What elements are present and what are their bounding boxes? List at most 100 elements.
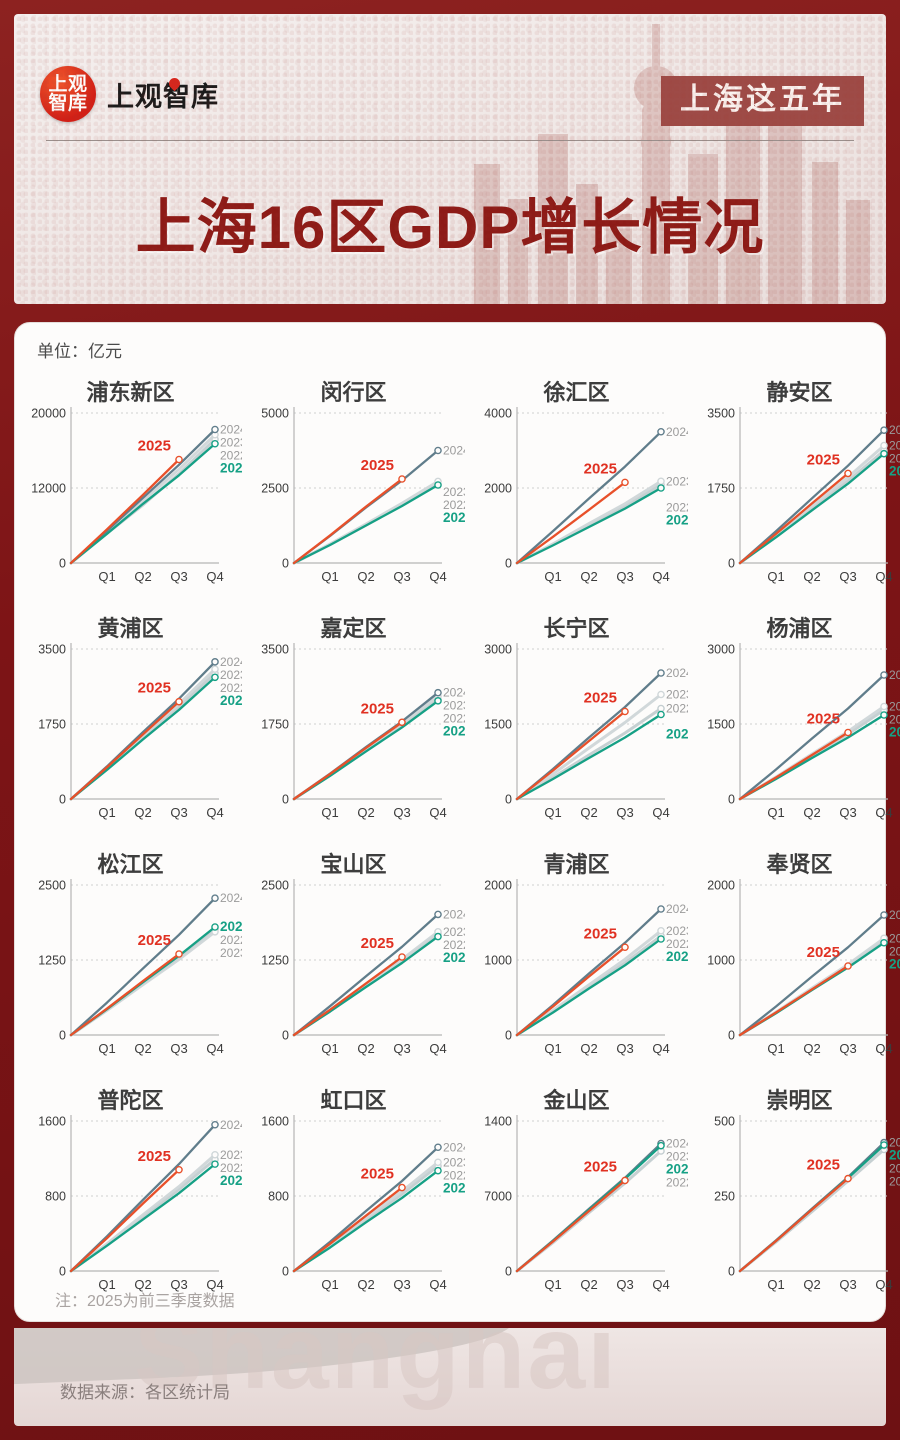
x-axis-tick-label: Q1 [321,1277,338,1292]
x-axis-tick-label: Q3 [839,1277,856,1292]
line-chart: 017503500Q1Q2Q3Q420242023202220212025 [707,407,900,585]
x-axis-tick-label: Q2 [580,1277,597,1292]
x-axis-tick-label: Q4 [875,569,892,584]
x-axis-tick-label: Q2 [134,1041,151,1056]
x-axis-tick-label: Q4 [206,805,223,820]
series-label-2021: 2021 [220,1173,242,1188]
y-axis-tick-label: 3500 [38,643,66,657]
y-axis-tick-label: 7000 [484,1190,512,1204]
series-label-2023: 2023 [220,946,242,960]
x-axis-tick-label: Q2 [803,1277,820,1292]
series-line-2023 [69,1153,217,1273]
series-line-2021 [515,937,663,1037]
series-label-2023: 2023 [666,474,688,488]
series-line-2024 [738,913,886,1037]
chart-cell: 闵行区025005000Q1Q2Q3Q420242025202320222021 [242,367,465,603]
chart-cell: 杨浦区015003000Q1Q2Q3Q420242023202220212025 [688,603,900,839]
series-endpoint-2025 [621,707,629,716]
series-label-2023: 2023 [443,485,465,499]
x-axis-tick-label: Q1 [767,1041,784,1056]
series-label-2024: 2024 [220,423,242,437]
line-chart: 0 1250 2500 Q1 Q2 Q3 Q4 2024 202320222021 2025 [261,879,465,1057]
y-axis-tick-label: 5000 [261,407,289,421]
x-axis-tick-label: Q3 [616,1277,633,1292]
series-label-2024: 2024 [220,1118,242,1132]
x-axis-tick-label: Q2 [134,805,151,820]
chart-cell: 嘉定区017503500Q1Q2Q3Q420242023202220212025 [242,603,465,839]
series-label-2025: 2025 [361,457,394,474]
y-axis-tick-label: 0 [728,1029,735,1043]
series-label-2025: 2025 [807,711,840,728]
charts-grid: 浦东新区01200020000Q1Q2Q3Q420242023202220212… [19,367,900,1311]
line-chart: 0 2000 4000 Q1 Q2 Q3 Q4 2024 2023 2025 20222021 [484,407,688,585]
x-axis-tick-label: Q4 [875,805,892,820]
series-endpoint-2023 [657,477,665,486]
series-line-2021 [292,1169,440,1273]
series-endpoint-2021 [211,673,219,682]
series-label-2024: 2024 [220,891,242,905]
series-line-2025 [738,964,850,1037]
chart-cell: 青浦区010002000Q1Q2Q3Q420242023202220212025 [465,839,688,1075]
x-axis-tick-label: Q2 [803,1041,820,1056]
series-endpoint-2024 [211,658,219,666]
logo-mark-line1: 上观 [48,73,88,95]
y-axis-tick-label: 4000 [484,407,512,421]
series-endpoint-2021 [880,449,888,458]
series-label-2023: 2023 [220,1148,242,1162]
logo-wordmark: 上观智库 [107,75,219,114]
series-label-2024: 2024 [443,907,465,921]
x-axis-tick-label: Q3 [170,1277,187,1292]
series-line-2024 [738,673,886,801]
series-label-2021: 2021 [220,693,242,708]
line-chart: 0 1000 2000 Q1 Q2 Q3 Q4 2024 202320222021 2025 [484,879,688,1057]
x-axis-tick-label: Q3 [170,805,187,820]
series-line-2025 [292,1186,404,1273]
series-label-2025: 2025 [807,451,840,468]
charts-card: 单位：亿元 浦东新区01200020000Q1Q2Q3Q420242023202… [14,322,900,1322]
series-label-2025: 2025 [138,1148,171,1165]
watermark-text: Shanghai [134,1328,619,1411]
y-axis-tick-label: 0 [728,1265,735,1279]
series-label-2025: 2025 [584,925,617,942]
y-axis-tick-label: 0 [505,1029,512,1043]
y-axis-tick-label: 0 [59,793,66,807]
x-axis-tick-label: Q4 [206,569,223,584]
x-axis-tick-label: Q1 [321,569,338,584]
series-endpoint-2023 [211,665,219,673]
series-endpoint-2024 [880,426,888,434]
series-label-2025: 2025 [807,1157,840,1174]
series-endpoint-2024 [434,446,442,455]
line-chart: 0 250 500 Q1 Q2 Q3 Q4 2024202120232022 2025 [714,1115,900,1293]
series-label-2021: 2021 [889,725,900,740]
x-axis-tick-label: Q2 [357,569,374,584]
series-label-2021: 2021 [443,1180,465,1195]
y-axis-tick-label: 2000 [707,879,735,893]
series-line-2025 [69,700,181,801]
line-chart: 017503500Q1Q2Q3Q420242023202220212025 [261,643,465,821]
series-line-2024 [69,1123,217,1273]
series-line-2025 [515,710,627,801]
series-endpoint-2024 [434,688,442,697]
y-axis-tick-label: 1600 [38,1115,66,1129]
series-line-2025 [69,458,181,565]
series-label-2021: 2021 [443,950,465,965]
x-axis-tick-label: Q3 [839,569,856,584]
skyline-illustration [474,24,870,304]
x-axis-tick-label: Q1 [544,1041,561,1056]
series-label-2024: 2024 [889,1136,900,1150]
x-axis-tick-label: Q3 [839,805,856,820]
y-axis-tick-label: 800 [45,1190,66,1204]
y-axis-tick-label: 1250 [38,954,66,968]
series-label-2025: 2025 [584,690,617,707]
series-endpoint-2024 [211,1120,219,1129]
x-axis-tick-label: Q4 [206,1277,223,1292]
chart-cell: 宝山区012502500Q1Q2Q3Q420242023202220212025 [242,839,465,1075]
chart-cell: 松江区012502500Q1Q2Q3Q420242021202220232025 [19,839,242,1075]
series-endpoint-2021 [657,935,665,943]
series-label-2021: 2021 [220,919,242,934]
